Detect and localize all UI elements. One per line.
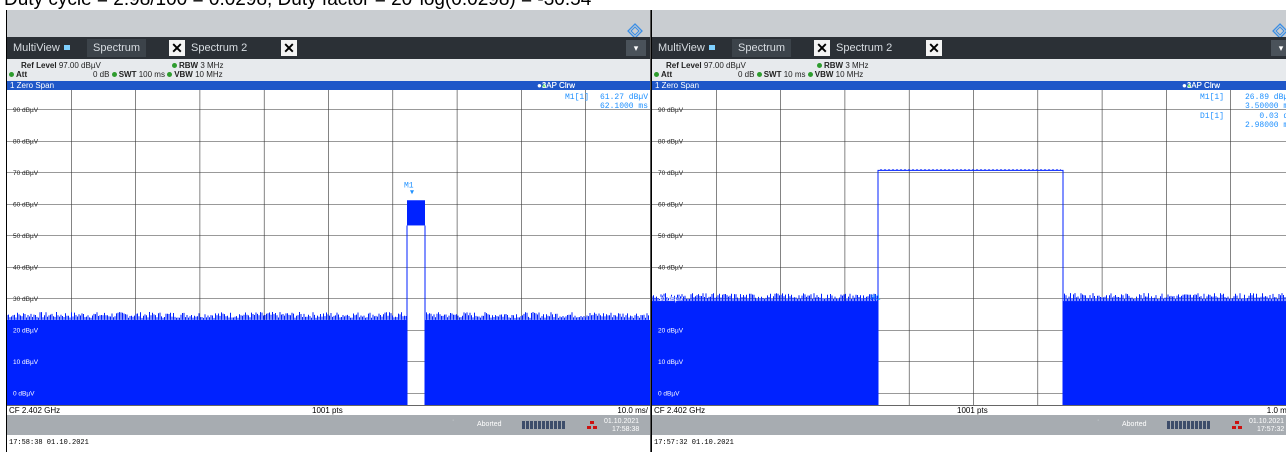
close-tab-spectrum-icon[interactable]: ✕ — [169, 40, 185, 56]
dropdown-icon[interactable]: ▾ — [1271, 40, 1286, 56]
noise-spikes — [7, 312, 407, 320]
y-axis-label: 40 dBµV — [13, 264, 39, 271]
tab-bar: MultiView Spectrum ✕ Spectrum 2 ✕ ▾ — [7, 37, 650, 59]
marker-readout-time: 62.1000 ms — [600, 102, 648, 111]
marker-readout-label: M1[1] — [565, 93, 589, 102]
status-aborted: Aborted — [1122, 421, 1147, 428]
zero-span-plot[interactable]: 90 dBµV 80 dBµV 70 dBµV 60 dBµV 50 dBµV 40 dB… — [652, 90, 1286, 405]
y-axis-label: 50 dBµV — [658, 233, 684, 240]
tab-bar: MultiView Spectrum ✕ Spectrum 2 ✕ ▾ — [652, 37, 1286, 59]
y-axis-label: 0 dBµV — [658, 390, 680, 397]
timestamp: 17:57:32 01.10.2021 — [652, 435, 1286, 452]
tab-multiview[interactable]: MultiView — [658, 39, 719, 57]
y-axis-label: 90 dBµV — [658, 107, 684, 114]
tab-multiview[interactable]: MultiView — [13, 39, 74, 57]
tab-spectrum[interactable]: Spectrum — [732, 39, 792, 57]
diagram-header: 1 Zero Span ● 1AP Clrw ● 3AP Clrw — [7, 81, 650, 90]
marker-readout-value: 61.27 dBµV — [600, 93, 648, 102]
noise-floor-fill — [7, 319, 407, 405]
trace-plot-right: 90 dBµV 80 dBµV 70 dBµV 60 dBµV 50 dBµV 40 dB… — [652, 90, 1286, 405]
y-axis-label: 20 dBµV — [13, 327, 39, 334]
status-aborted: Aborted — [477, 421, 502, 428]
diagram-header: 1 Zero Span ● 1AP Clrw ● 3AP Clrw — [652, 81, 1286, 90]
y-axis-label: 40 dBµV — [658, 264, 684, 271]
noise-spikes — [1062, 293, 1286, 302]
marker-readout-time: 2.98000 ms — [1245, 121, 1286, 130]
y-axis-label: 30 dBµV — [658, 296, 684, 303]
noise-floor-fill — [652, 301, 878, 405]
tab-spectrum-2[interactable]: Spectrum 2 — [836, 42, 893, 54]
burst-pulse — [407, 200, 425, 226]
marker-readout-label: M1[1] — [1200, 93, 1224, 102]
y-axis-label: 60 dBµV — [658, 201, 684, 208]
marker-triangle — [410, 190, 414, 195]
close-tab-spectrum-2-icon[interactable]: ✕ — [281, 40, 297, 56]
y-axis-label: 10 dBµV — [658, 359, 684, 366]
tab-spectrum-2[interactable]: Spectrum 2 — [191, 42, 248, 54]
y-axis-label: 60 dBµV — [13, 201, 39, 208]
timestamp: 17:58:38 01.10.2021 — [7, 435, 650, 452]
y-axis-label: 80 dBµV — [13, 138, 39, 145]
noise-spikes — [424, 312, 649, 320]
y-axis-label: 0 dBµV — [13, 390, 35, 397]
marker-readout-label: D1[1] — [1200, 112, 1224, 121]
plot-footer: CF 2.402 GHz 1001 pts 1.0 ms/ — [652, 405, 1286, 416]
plot-footer: CF 2.402 GHz 1001 pts 10.0 ms/ — [7, 405, 650, 416]
y-axis-label: 70 dBµV — [658, 170, 684, 177]
marker-flag-m1: M1 — [404, 181, 414, 190]
measurement-params: Ref Level 97.00 dBµV RBW 3 MHz Att 0 dB … — [7, 59, 650, 81]
close-tab-spectrum-2-icon[interactable]: ✕ — [926, 40, 942, 56]
sweep-progress — [1167, 421, 1211, 429]
status-bar: · Aborted 01.10.2021 17:58:38 — [7, 415, 650, 435]
noise-spikes — [652, 293, 878, 302]
noise-floor-fill — [425, 319, 650, 405]
noise-floor-fill — [1063, 301, 1286, 405]
marker-readout-value: 0.03 dB — [1259, 112, 1286, 121]
status-bar: · Aborted 01.10.2021 17:57:32 — [652, 415, 1286, 435]
y-axis-label: 90 dBµV — [13, 107, 39, 114]
dropdown-icon[interactable]: ▾ — [626, 40, 646, 56]
y-axis-label: 50 dBµV — [13, 233, 39, 240]
y-axis-label: 20 dBµV — [658, 327, 684, 334]
y-axis-label: 70 dBµV — [13, 170, 39, 177]
marker-readout-value: 26.89 dBµV — [1245, 93, 1286, 102]
measurement-params: Ref Level 97.00 dBµV RBW 3 MHz Att 0 dB … — [652, 59, 1286, 81]
duty-cycle-caption: Duty cycle = 2.98/100 = 0.0298, Duty fac… — [4, 0, 591, 11]
y-axis-label: 30 dBµV — [13, 296, 39, 303]
pulse-envelope — [877, 169, 1064, 405]
low-level-spikes — [653, 381, 1277, 405]
trace-plot-left: 90 dBµV 80 dBµV 70 dBµV 60 dBµV 50 dBµV 40 dB… — [7, 90, 650, 405]
tab-spectrum[interactable]: Spectrum — [87, 39, 147, 57]
close-tab-spectrum-icon[interactable]: ✕ — [814, 40, 830, 56]
zero-span-plot[interactable]: 90 dBµV 80 dBµV 70 dBµV 60 dBµV 50 dBµV 40 dB… — [7, 90, 650, 405]
spectrum-panel-left: MultiView Spectrum ✕ Spectrum 2 ✕ ▾ Ref … — [6, 10, 651, 452]
spectrum-panel-right: MultiView Spectrum ✕ Spectrum 2 ✕ ▾ Ref … — [651, 10, 1286, 452]
marker-flag-m1: M1 — [871, 294, 881, 303]
marker-readout-time: 3.50000 ms — [1245, 102, 1286, 111]
sweep-progress — [522, 421, 566, 429]
network-icon — [1232, 421, 1242, 429]
network-icon — [587, 421, 597, 429]
y-axis-label: 80 dBµV — [658, 138, 684, 145]
y-axis-label: 10 dBµV — [13, 359, 39, 366]
